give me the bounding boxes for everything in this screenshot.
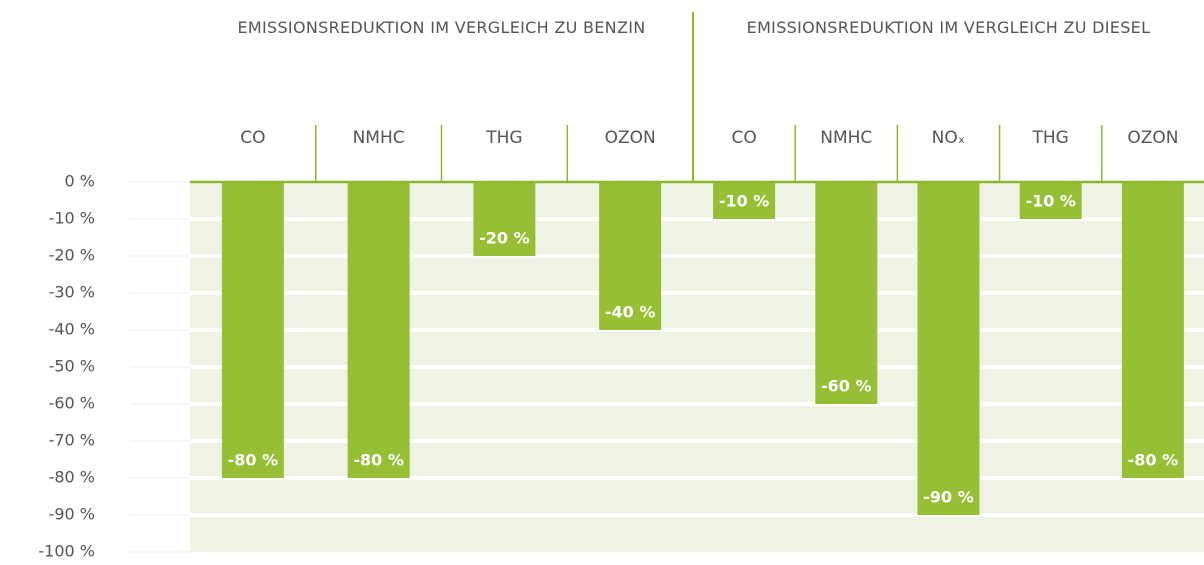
y-tick-label: -80 % — [49, 468, 95, 487]
x-tick-label: CO — [240, 128, 265, 148]
group-title: EMISSIONSREDUKTION IM VERGLEICH ZU BENZI… — [237, 18, 646, 37]
y-tick-label: -50 % — [49, 357, 95, 376]
x-tick-label: NOₓ — [932, 128, 966, 148]
x-tick-label: NMHC — [820, 128, 872, 148]
value-label: -10 % — [1025, 192, 1076, 211]
bar — [221, 182, 284, 478]
x-tick-label: NMHC — [353, 128, 405, 148]
x-tick-label: OZON — [1127, 128, 1178, 148]
bar — [347, 182, 410, 478]
bar — [917, 182, 980, 515]
value-label: -80 % — [228, 451, 279, 470]
bar — [1121, 182, 1184, 478]
x-tick-label: THG — [1032, 128, 1069, 148]
y-tick-label: -60 % — [49, 394, 95, 413]
y-tick-label: -10 % — [49, 209, 95, 228]
y-tick-label: -100 % — [38, 542, 95, 561]
y-tick-label: 0 % — [65, 172, 95, 191]
value-label: -60 % — [821, 377, 872, 396]
y-tick-label: -40 % — [49, 320, 95, 339]
group-title: EMISSIONSREDUKTION IM VERGLEICH ZU DIESE… — [746, 18, 1151, 37]
bar — [815, 182, 878, 404]
bar — [473, 182, 536, 256]
y-tick-label: -20 % — [49, 246, 95, 265]
bar — [713, 182, 776, 219]
y-tick-label: -70 % — [49, 431, 95, 450]
bar — [1019, 182, 1082, 219]
x-tick-label: OZON — [605, 128, 656, 148]
value-label: -10 % — [719, 192, 770, 211]
value-label: -20 % — [479, 229, 530, 248]
x-tick-label: CO — [731, 128, 756, 148]
value-label: -80 % — [1128, 451, 1179, 470]
value-label: -40 % — [605, 303, 656, 322]
y-tick-label: -90 % — [49, 505, 95, 524]
y-tick-label: -30 % — [49, 283, 95, 302]
value-label: -80 % — [353, 451, 404, 470]
value-label: -90 % — [923, 488, 974, 507]
bar — [599, 182, 662, 330]
x-tick-label: THG — [485, 128, 522, 148]
